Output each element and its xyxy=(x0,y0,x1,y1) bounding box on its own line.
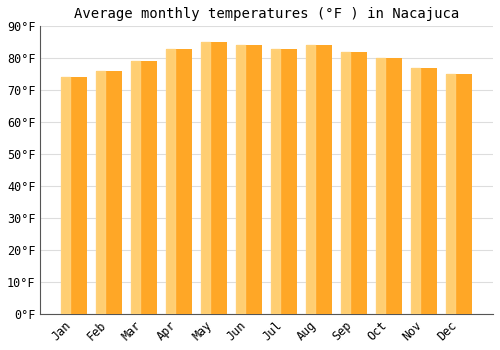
Bar xyxy=(306,46,316,314)
Bar xyxy=(61,77,87,314)
Bar xyxy=(201,42,210,314)
Bar xyxy=(411,68,420,314)
Bar xyxy=(166,49,192,314)
Bar xyxy=(306,46,332,314)
Bar xyxy=(341,52,367,314)
Bar xyxy=(446,74,456,314)
Bar xyxy=(341,52,350,314)
Bar xyxy=(271,49,297,314)
Bar xyxy=(271,49,280,314)
Bar xyxy=(236,46,245,314)
Bar xyxy=(166,49,175,314)
Title: Average monthly temperatures (°F ) in Nacajuca: Average monthly temperatures (°F ) in Na… xyxy=(74,7,460,21)
Bar xyxy=(131,62,140,314)
Bar xyxy=(201,42,228,314)
Bar xyxy=(236,46,262,314)
Bar xyxy=(131,62,157,314)
Bar xyxy=(411,68,438,314)
Bar xyxy=(376,58,402,314)
Bar xyxy=(96,71,122,314)
Bar xyxy=(446,74,472,314)
Bar xyxy=(96,71,105,314)
Bar xyxy=(61,77,70,314)
Bar xyxy=(376,58,386,314)
